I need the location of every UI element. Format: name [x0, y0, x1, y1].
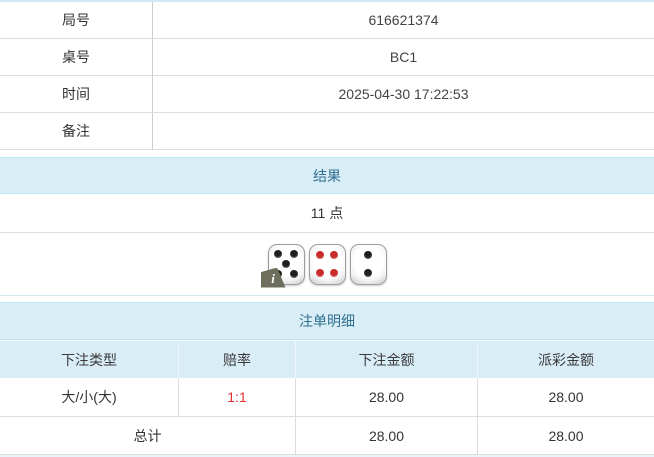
- payout-value: 28.00: [477, 378, 654, 416]
- die-face-2: [349, 243, 387, 285]
- die-pip: [364, 268, 372, 277]
- total-bet-amount: 28.00: [295, 417, 477, 454]
- result-section-title: 结果: [0, 157, 654, 194]
- time-value: 2025-04-30 17:22:53: [338, 86, 469, 102]
- table-row: 局号 616621374: [0, 2, 654, 39]
- dice-group: i: [260, 243, 389, 288]
- bet-type-value: 大/小(大): [61, 389, 117, 405]
- divider: [0, 150, 654, 157]
- time-label: 时间: [0, 76, 153, 112]
- die-pip: [330, 251, 339, 260]
- die-pip: [290, 269, 299, 278]
- bets-section-title: 注单明细: [0, 302, 654, 340]
- die-pip: [273, 250, 282, 259]
- die-pip: [315, 251, 324, 260]
- table-id-value: BC1: [389, 49, 418, 65]
- die-pip: [315, 268, 324, 277]
- table-id-label: 桌号: [0, 39, 153, 75]
- table-row: 桌号 BC1: [0, 39, 654, 76]
- table-row: 时间 2025-04-30 17:22:53: [0, 76, 654, 113]
- table-row: 备注: [0, 113, 654, 150]
- total-payout: 28.00: [477, 417, 654, 454]
- divider: [0, 455, 654, 457]
- remark-value: [153, 113, 654, 149]
- round-id-value: 616621374: [368, 12, 439, 28]
- die-face-4: [308, 243, 346, 285]
- die-pip: [364, 251, 372, 260]
- total-row: 总计 28.00 28.00: [0, 417, 654, 455]
- die-pip: [282, 260, 290, 268]
- col-bet-amount: 下注金额: [295, 341, 477, 378]
- die-pip: [290, 250, 299, 259]
- table-row: 大/小(大) 1:1 28.00 28.00: [0, 378, 654, 417]
- total-label: 总计: [133, 427, 162, 444]
- col-payout: 派彩金额: [477, 341, 654, 378]
- bet-amount-value: 28.00: [295, 378, 477, 416]
- dice-row: i: [0, 233, 654, 296]
- col-bet-type: 下注类型: [61, 351, 117, 368]
- remark-label: 备注: [0, 113, 153, 149]
- col-odds: 赔率: [178, 341, 295, 378]
- odds-value: 1:1: [178, 378, 295, 416]
- bets-table-header: 下注类型 赔率 下注金额 派彩金额: [0, 340, 654, 378]
- result-points: 11 点: [0, 194, 654, 233]
- game-info-table: 局号 616621374 桌号 BC1 时间 2025-04-30 17:22:…: [0, 0, 654, 150]
- round-id-label: 局号: [0, 2, 153, 38]
- die-pip: [330, 268, 339, 277]
- divider: [0, 296, 654, 302]
